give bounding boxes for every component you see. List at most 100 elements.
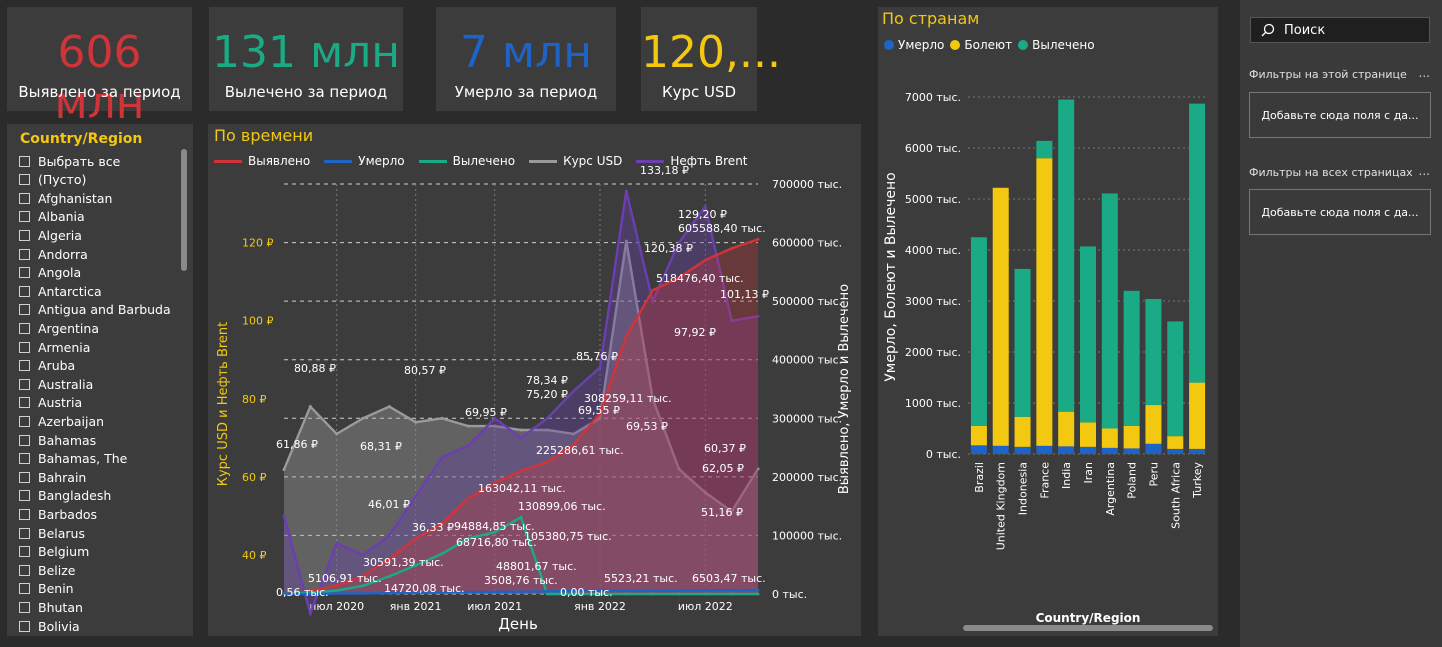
- data-point[interactable]: [335, 583, 339, 587]
- data-point[interactable]: [545, 592, 549, 596]
- bar-segment[interactable]: [1036, 158, 1053, 446]
- data-point[interactable]: [598, 592, 602, 596]
- data-point[interactable]: [703, 258, 707, 262]
- data-point[interactable]: [466, 536, 470, 540]
- slicer-item[interactable]: Albania: [19, 208, 85, 226]
- slicer-item[interactable]: Andorra: [19, 245, 88, 263]
- checkbox[interactable]: [19, 304, 30, 316]
- data-point[interactable]: [387, 591, 391, 595]
- checkbox[interactable]: [19, 601, 30, 613]
- bar-segment[interactable]: [1123, 425, 1140, 449]
- checkbox[interactable]: [19, 174, 30, 186]
- bar-segment[interactable]: [1145, 298, 1162, 406]
- slicer-item[interactable]: Austria: [19, 394, 82, 412]
- bar-segment[interactable]: [1058, 446, 1075, 454]
- data-point[interactable]: [440, 552, 444, 556]
- data-point[interactable]: [572, 592, 576, 596]
- data-point[interactable]: [414, 563, 418, 567]
- checkbox[interactable]: [19, 527, 30, 539]
- bar-segment[interactable]: [1101, 447, 1118, 454]
- legend-item[interactable]: Вылечено: [1018, 38, 1095, 52]
- data-point[interactable]: [519, 428, 523, 432]
- checkbox[interactable]: [19, 620, 30, 632]
- kpi-card-usd[interactable]: 120,... Курс USD: [641, 7, 781, 111]
- data-point[interactable]: [598, 411, 602, 415]
- data-point[interactable]: [387, 405, 391, 409]
- checkbox[interactable]: [19, 229, 30, 241]
- bar-segment[interactable]: [1014, 268, 1031, 417]
- slicer-item[interactable]: Bangladesh: [19, 487, 111, 505]
- bar-segment[interactable]: [1058, 99, 1075, 412]
- data-point[interactable]: [414, 536, 418, 540]
- data-point[interactable]: [572, 389, 576, 393]
- bar-segment[interactable]: [970, 445, 987, 454]
- data-point[interactable]: [545, 589, 549, 593]
- data-point[interactable]: [335, 588, 339, 592]
- slicer-item[interactable]: Antigua and Barbuda: [19, 301, 171, 319]
- data-point[interactable]: [308, 405, 312, 409]
- data-point[interactable]: [493, 530, 497, 534]
- data-point[interactable]: [282, 592, 286, 596]
- bar-segment[interactable]: [992, 187, 1009, 446]
- checkbox[interactable]: [19, 341, 30, 353]
- checkbox[interactable]: [19, 471, 30, 483]
- legend-item[interactable]: Курс USD: [529, 154, 622, 168]
- bar-segment[interactable]: [1058, 411, 1075, 447]
- slicer-item[interactable]: Antarctica: [19, 282, 102, 300]
- checkbox[interactable]: [19, 564, 30, 576]
- bar-segment[interactable]: [970, 237, 987, 426]
- bar-segment[interactable]: [1123, 448, 1140, 454]
- data-point[interactable]: [703, 490, 707, 494]
- checkbox[interactable]: [19, 583, 30, 595]
- data-point[interactable]: [545, 460, 549, 464]
- checkbox[interactable]: [19, 248, 30, 260]
- bar-segment[interactable]: [1167, 436, 1184, 449]
- data-point[interactable]: [493, 424, 497, 428]
- data-point[interactable]: [308, 612, 312, 616]
- checkbox[interactable]: [19, 434, 30, 446]
- legend-item[interactable]: Вылечено: [418, 154, 515, 168]
- checkbox[interactable]: [19, 415, 30, 427]
- data-point[interactable]: [598, 416, 602, 420]
- bar-segment[interactable]: [1014, 446, 1031, 454]
- data-point[interactable]: [466, 424, 470, 428]
- search-input[interactable]: Поиск: [1250, 17, 1430, 43]
- slicer-item[interactable]: (Пусто): [19, 171, 86, 189]
- legend-item[interactable]: Болеют: [950, 38, 1012, 52]
- data-point[interactable]: [624, 189, 628, 193]
- data-point[interactable]: [598, 589, 602, 593]
- all-filters-dropzone[interactable]: Добавьте сюда поля с да...: [1249, 189, 1431, 235]
- data-point[interactable]: [677, 588, 681, 592]
- data-point[interactable]: [703, 588, 707, 592]
- data-point[interactable]: [466, 497, 470, 501]
- checkbox[interactable]: [19, 397, 30, 409]
- data-point[interactable]: [545, 416, 549, 420]
- data-point[interactable]: [361, 553, 365, 557]
- data-point[interactable]: [466, 590, 470, 594]
- kpi-card-recovered[interactable]: 131 млн Вылечено за период: [209, 7, 403, 111]
- data-point[interactable]: [651, 592, 655, 596]
- data-point[interactable]: [677, 592, 681, 596]
- data-point[interactable]: [493, 416, 497, 420]
- slicer-item[interactable]: Algeria: [19, 226, 82, 244]
- checkbox[interactable]: [19, 322, 30, 334]
- kpi-card-deaths[interactable]: 7 млн Умерло за период: [436, 7, 616, 111]
- data-point[interactable]: [387, 574, 391, 578]
- legend-item[interactable]: Выявлено: [214, 154, 310, 168]
- checkbox[interactable]: [19, 490, 30, 502]
- bar-segment[interactable]: [1167, 321, 1184, 437]
- slicer-item[interactable]: Belize: [19, 561, 75, 579]
- slicer-item[interactable]: Belgium: [19, 543, 89, 561]
- legend-item[interactable]: Нефть Brent: [636, 154, 748, 168]
- data-point[interactable]: [703, 592, 707, 596]
- slicer-item[interactable]: Armenia: [19, 338, 90, 356]
- checkbox[interactable]: [19, 508, 30, 520]
- slicer-scrollbar[interactable]: [181, 149, 187, 271]
- checkbox[interactable]: [19, 546, 30, 558]
- slicer-item[interactable]: Azerbaijan: [19, 412, 104, 430]
- data-point[interactable]: [730, 319, 734, 323]
- slicer-item[interactable]: Australia: [19, 375, 93, 393]
- data-point[interactable]: [730, 588, 734, 592]
- data-point[interactable]: [440, 416, 444, 420]
- slicer-item[interactable]: Barbados: [19, 505, 97, 523]
